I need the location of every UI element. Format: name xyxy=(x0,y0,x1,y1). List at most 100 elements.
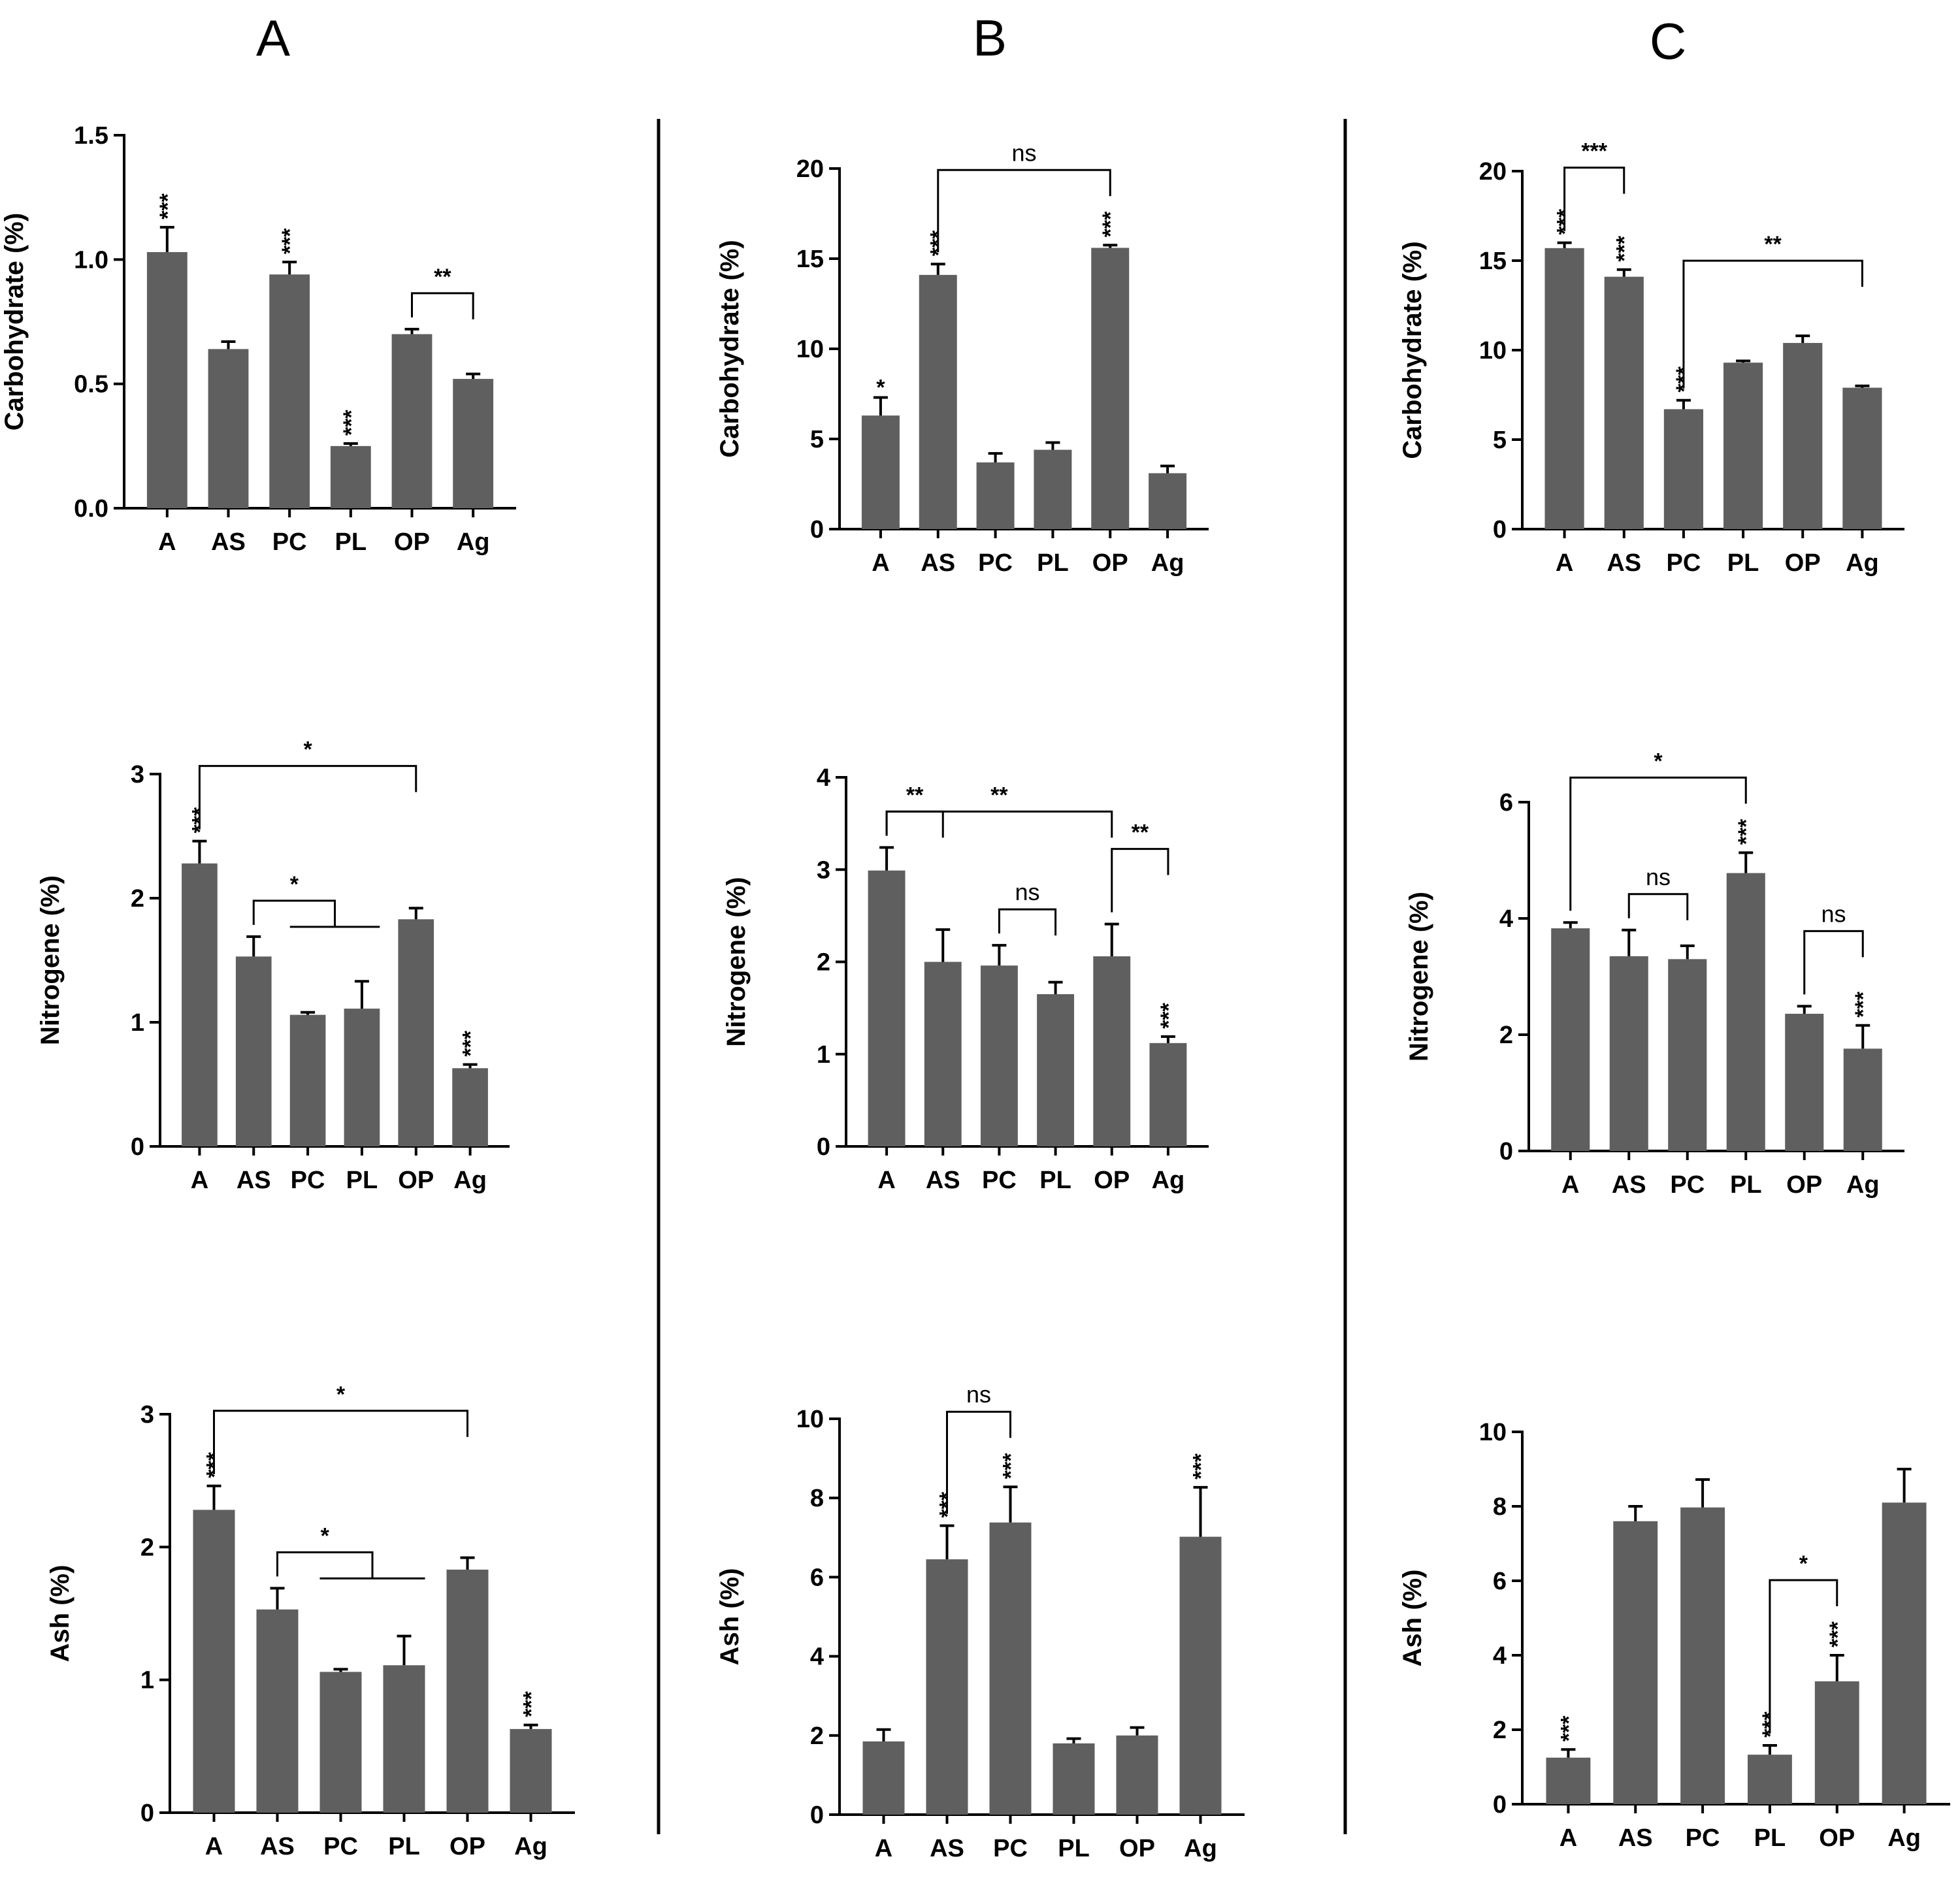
bar xyxy=(1723,363,1763,529)
bracket-label: ** xyxy=(1764,232,1782,257)
y-tick-label: 8 xyxy=(810,1485,824,1512)
chart-a1: 0.0 0.5 1.0 1.5 Carbohydrate (%) A *** AS PC *** P… xyxy=(0,122,516,556)
bar xyxy=(319,1672,362,1813)
x-tick-label: PC xyxy=(291,1167,325,1194)
comparison-bracket xyxy=(1627,893,1689,920)
y-tick-label: 1 xyxy=(140,1667,154,1694)
y-tick-label: 0.5 xyxy=(74,371,108,398)
y-tick-label: 10 xyxy=(796,1406,824,1433)
x-tick-label: OP xyxy=(1819,1824,1855,1852)
x-tick-label: PC xyxy=(982,1167,1017,1194)
y-tick-label: 10 xyxy=(1479,1419,1507,1446)
x-tick-label: A xyxy=(877,1167,895,1194)
comparison-bracket xyxy=(937,169,1111,253)
y-axis-label: Ash (%) xyxy=(715,1568,744,1666)
y-tick-label: 0 xyxy=(140,1800,154,1827)
y-tick-label: 5 xyxy=(1493,427,1507,454)
y-axis-label: Nitrogene (%) xyxy=(1405,892,1433,1061)
bar xyxy=(1037,994,1075,1146)
bar xyxy=(919,274,957,529)
bar xyxy=(1785,1013,1824,1151)
bar xyxy=(1091,248,1130,529)
x-tick-label: A xyxy=(191,1167,208,1194)
x-tick-label: PC xyxy=(993,1835,1028,1862)
y-tick-label: 4 xyxy=(817,764,830,792)
column-title-b: B xyxy=(973,9,1007,67)
bar xyxy=(861,415,900,529)
column-title-c: C xyxy=(1650,12,1686,70)
bracket-label: ns xyxy=(1011,139,1036,166)
comparison-bracket xyxy=(998,908,1057,936)
comparison-bracket xyxy=(1803,930,1864,995)
y-tick-label: 1 xyxy=(817,1041,830,1069)
x-tick-label: Ag xyxy=(1151,549,1184,577)
x-tick-label: AS xyxy=(930,1835,964,1862)
bar xyxy=(1882,1502,1927,1804)
bar xyxy=(1149,473,1187,529)
x-tick-label: AS xyxy=(1607,549,1641,577)
bar xyxy=(383,1665,425,1813)
bar xyxy=(1843,1048,1882,1151)
bar xyxy=(235,956,272,1146)
x-tick-label: OP xyxy=(1786,1171,1822,1199)
y-tick-label: 3 xyxy=(131,761,144,788)
y-tick-label: 0 xyxy=(1493,1791,1507,1819)
y-tick-label: 2 xyxy=(817,949,830,977)
significance-label: *** xyxy=(155,193,180,219)
x-tick-label: Ag xyxy=(1184,1835,1217,1862)
x-tick-label: Ag xyxy=(1152,1167,1185,1194)
y-tick-label: 0 xyxy=(810,516,824,543)
bar xyxy=(1747,1755,1792,1804)
x-tick-label: PL xyxy=(1058,1835,1090,1862)
x-tick-label: A xyxy=(1560,1824,1577,1852)
comparison-bracket xyxy=(1111,848,1169,913)
x-tick-label: PL xyxy=(1730,1171,1762,1199)
y-tick-label: 2 xyxy=(131,885,144,913)
x-tick-label: A xyxy=(872,549,889,577)
x-tick-label: A xyxy=(1556,549,1573,577)
bracket-label: * xyxy=(321,1523,330,1548)
y-axis-label: Nitrogene (%) xyxy=(36,875,65,1045)
comparison-bracket xyxy=(946,1410,1011,1514)
y-tick-label: 15 xyxy=(1479,248,1507,275)
bar xyxy=(289,1014,326,1146)
x-tick-label: PC xyxy=(1667,549,1701,577)
significance-label: *** xyxy=(1156,1002,1181,1028)
comparison-bracket xyxy=(198,765,417,830)
bar xyxy=(1179,1536,1222,1815)
bar xyxy=(391,334,433,508)
x-tick-label: Ag xyxy=(1887,1824,1921,1852)
comparison-bracket xyxy=(276,1551,374,1579)
y-tick-label: 2 xyxy=(1493,1717,1507,1744)
bar xyxy=(1668,959,1707,1151)
bar xyxy=(1116,1735,1158,1815)
x-tick-label: AS xyxy=(237,1167,271,1194)
significance-label: * xyxy=(876,376,885,400)
x-tick-label: PL xyxy=(388,1833,420,1860)
x-tick-label: PL xyxy=(335,528,367,556)
y-tick-label: 4 xyxy=(1499,905,1513,933)
y-tick-label: 4 xyxy=(1493,1642,1507,1670)
bracket-label: ns xyxy=(1015,879,1039,905)
bracket-label: * xyxy=(1799,1551,1808,1576)
bar xyxy=(924,962,962,1146)
x-tick-label: AS xyxy=(921,549,955,577)
y-tick-label: 3 xyxy=(817,856,830,884)
x-tick-label: AS xyxy=(1618,1824,1653,1852)
x-tick-label: PL xyxy=(1727,549,1759,577)
y-axis-label: Ash (%) xyxy=(1398,1570,1427,1667)
bar xyxy=(1680,1507,1725,1804)
significance-label: *** xyxy=(1098,211,1123,237)
y-axis-label: Carbohydrate (%) xyxy=(715,240,744,457)
bar xyxy=(1613,1521,1658,1804)
y-tick-label: 6 xyxy=(1493,1568,1507,1595)
significance-label: *** xyxy=(1612,235,1637,261)
significance-label: *** xyxy=(519,1691,544,1717)
y-tick-label: 10 xyxy=(1479,337,1507,364)
